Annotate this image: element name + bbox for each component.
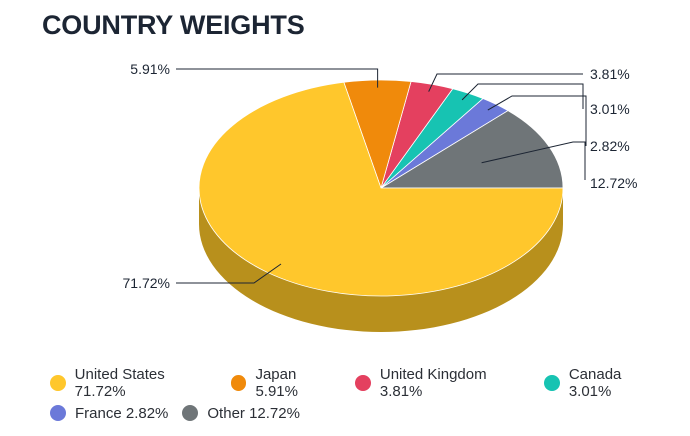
pie-side-united-states [199, 188, 563, 332]
legend-swatch [544, 375, 560, 391]
legend-label: Japan 5.91% [255, 366, 298, 400]
pie-side-wall [199, 188, 563, 332]
legend-item[interactable]: Canada 3.01% [544, 366, 666, 400]
legend-item[interactable]: United States 71.72% [50, 366, 217, 400]
united-kingdom-data-label: 3.81% [590, 66, 630, 82]
legend-row: France 2.82% Other 12.72% [50, 398, 680, 428]
legend-swatch [182, 405, 199, 421]
legend-swatch [230, 375, 247, 391]
united-states-leader-line [176, 263, 282, 284]
legend-swatch [355, 375, 371, 391]
canada-data-label: 3.01% [590, 101, 630, 117]
pie-top [198, 79, 564, 297]
united-states-data-label: 71.72% [123, 275, 170, 291]
legend-label: Canada 3.01% [568, 366, 622, 400]
legend-item[interactable]: United Kingdom 3.81% [355, 366, 530, 400]
japan-data-label: 5.91% [130, 61, 170, 77]
france-data-label: 2.82% [590, 138, 630, 154]
pie-slice-united-states [198, 81, 564, 297]
other-data-label: 12.72% [590, 175, 637, 191]
legend-item[interactable]: Other 12.72% [182, 405, 300, 422]
legend-label: United States 71.72% [74, 366, 165, 400]
legend: United States 71.72% Japan 5.91% United Ki… [50, 366, 680, 428]
legend-swatch [50, 405, 66, 421]
japan-leader-line [176, 68, 379, 88]
legend-swatch [50, 375, 66, 391]
other-leader-line [481, 141, 586, 180]
legend-label: France 2.82% [75, 404, 169, 422]
united-kingdom-leader-line [428, 73, 583, 92]
pie-chart: 5.91% 3.81% 3.01% 2.82% 12.72% 71.72% [123, 61, 638, 332]
legend-row: United States 71.72% Japan 5.91% United Ki… [50, 366, 680, 400]
chart-title: COUNTRY WEIGHTS [42, 10, 305, 40]
pie-slice-other [379, 110, 564, 189]
legend-label: United Kingdom 3.81% [379, 366, 487, 400]
france-leader-line [487, 95, 587, 146]
legend-item[interactable]: France 2.82% [50, 405, 168, 422]
legend-label: Other 12.72% [207, 404, 300, 422]
pie-labels: 5.91% 3.81% 3.01% 2.82% 12.72% 71.72% [123, 61, 638, 291]
legend-item[interactable]: Japan 5.91% [230, 366, 341, 400]
